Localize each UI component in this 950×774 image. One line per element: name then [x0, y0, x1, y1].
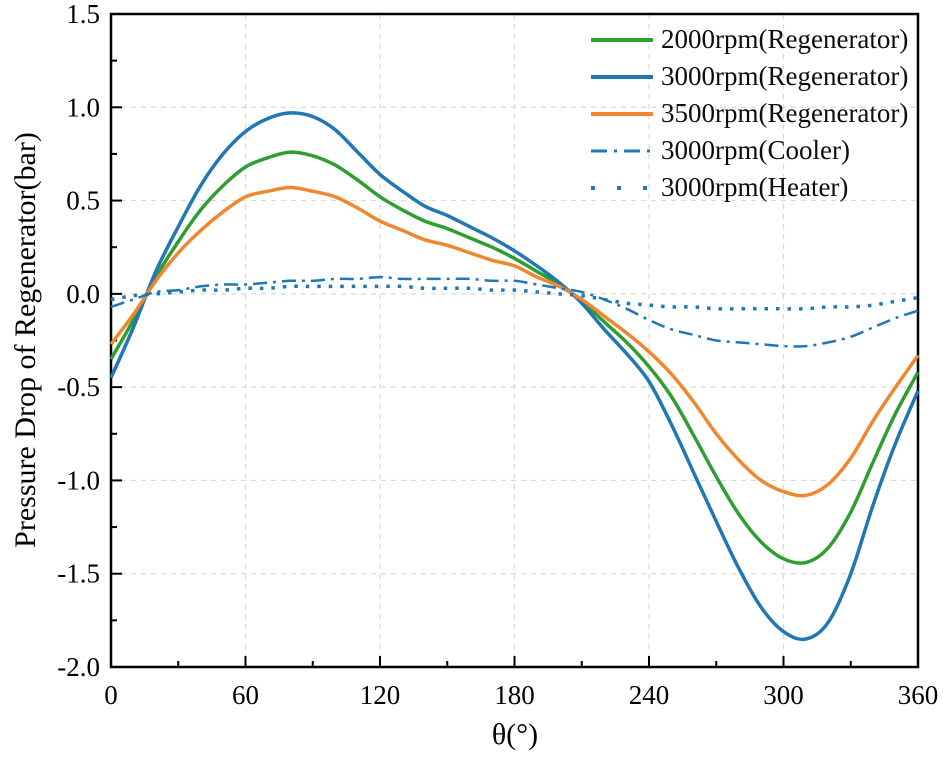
legend-item-3000rpm-cooler: 3000rpm(Cooler) — [590, 132, 908, 169]
x-tick-label: 60 — [232, 680, 259, 710]
y-tick-label: 1.5 — [66, 0, 100, 29]
legend-line-sample-icon — [591, 111, 653, 116]
legend-label: 3000rpm(Cooler) — [661, 135, 850, 165]
legend-label: 3000rpm(Heater) — [661, 172, 849, 202]
legend-line-sample-icon — [591, 149, 653, 152]
legend-item-2000rpm-regenerator: 2000rpm(Regenerator) — [590, 21, 908, 58]
y-tick-label: -1.0 — [57, 465, 100, 495]
x-tick-label: 0 — [104, 680, 118, 710]
plot-border — [109, 12, 920, 669]
y-tick-label: -2.0 — [57, 652, 100, 682]
x-tick-label: 360 — [898, 680, 939, 710]
y-tick-label: 0.5 — [66, 186, 100, 216]
legend-line-sample-icon — [591, 37, 653, 42]
x-tick-label: 300 — [763, 680, 804, 710]
series-line-3000rpm-heater — [110, 284, 919, 311]
series-line-2000rpm-regenerator — [109, 150, 920, 565]
series-line-3000rpm-regenerator — [109, 111, 920, 642]
x-tick-label: 180 — [494, 680, 535, 710]
y-tick-label: 0.0 — [66, 279, 100, 309]
legend-label: 3000rpm(Regenerator) — [661, 61, 909, 91]
legend-line-sample-icon — [591, 185, 653, 190]
legend-item-3500rpm-regenerator: 3500rpm(Regenerator) — [590, 95, 908, 132]
x-axis-title: θ(°) — [491, 718, 539, 751]
legend-item-3000rpm-regenerator: 3000rpm(Regenerator) — [590, 58, 908, 95]
series-line-3000rpm-cooler — [110, 275, 919, 348]
y-tick-label: -1.5 — [57, 559, 100, 589]
legend-label: 3500rpm(Regenerator) — [661, 98, 909, 128]
legend-line-sample-icon — [591, 74, 653, 79]
y-tick-label: -0.5 — [57, 372, 100, 402]
legend-label: 2000rpm(Regenerator) — [661, 24, 909, 54]
legend: 2000rpm(Regenerator) 3000rpm(Regenerator… — [590, 21, 908, 206]
x-tick-label: 240 — [629, 680, 670, 710]
legend-item-3000rpm-heater: 3000rpm(Heater) — [590, 169, 908, 206]
series-line-3500rpm-regenerator — [109, 185, 920, 498]
x-tick-label: 120 — [360, 680, 401, 710]
y-axis-title: Pressure Drop of Regenerator(bar) — [9, 132, 42, 548]
y-tick-label: 1.0 — [66, 92, 100, 122]
